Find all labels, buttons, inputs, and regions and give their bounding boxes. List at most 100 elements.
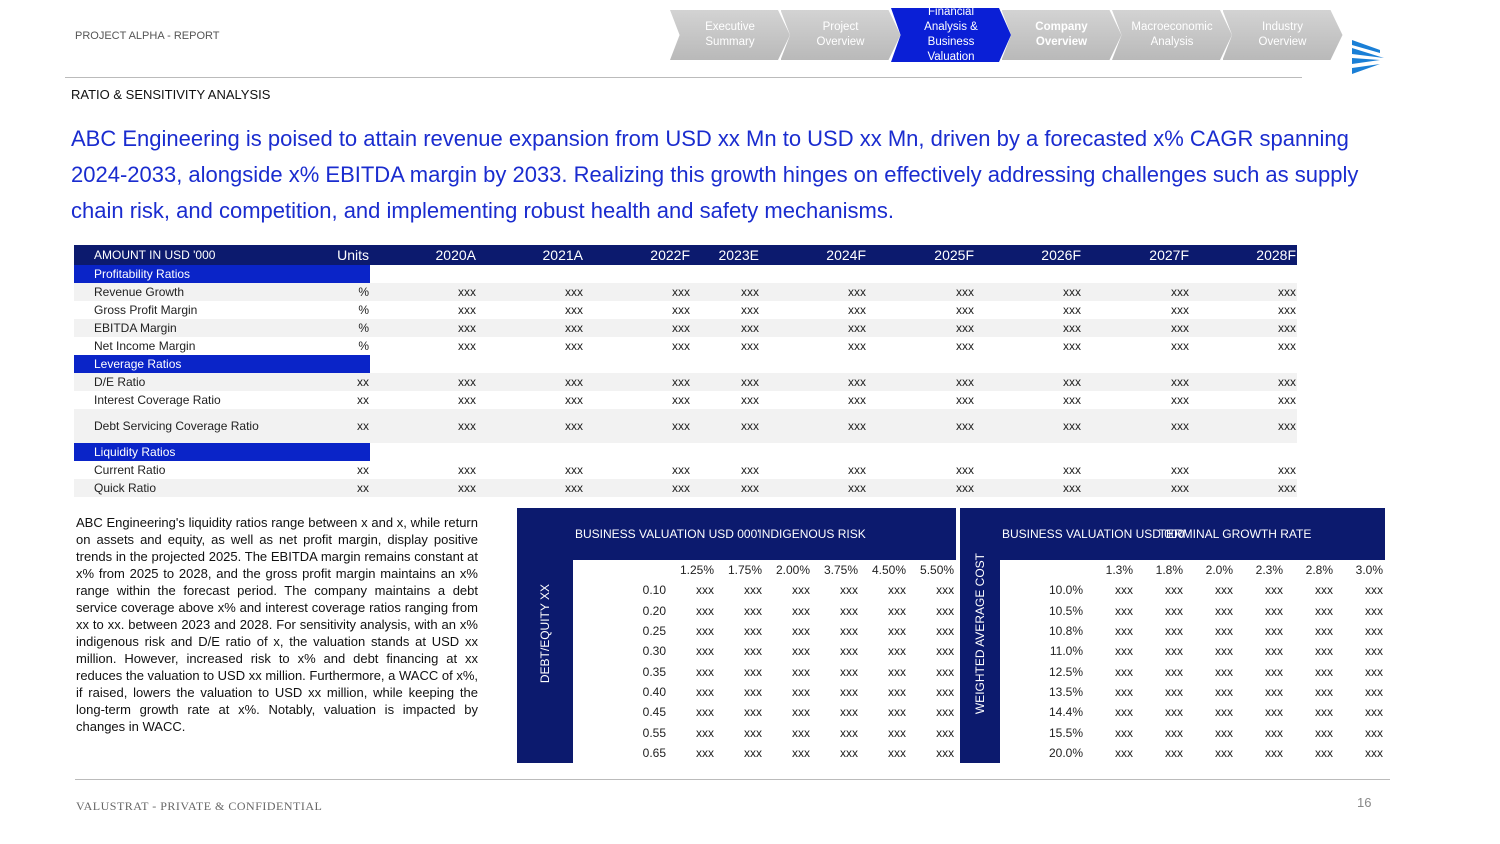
ratio-table: AMOUNT IN USD '000 Units 2020A 2021A 2022F 20… <box>74 245 1297 497</box>
value-cell: xxx <box>1215 725 1233 740</box>
blank-cell <box>760 265 867 283</box>
value-cell: xxx <box>1365 583 1384 598</box>
value-cell: xxx <box>1082 409 1190 443</box>
data-row: Net Income Margin% xxx xxx xxx xxx xxx xxx xxx x… <box>74 337 1297 355</box>
value-cell: xxx <box>672 339 690 353</box>
value-cell: xxx <box>1190 479 1297 497</box>
value-cell: xxx <box>1115 644 1133 659</box>
title-row: WEIGHTED AVERAGE COST BUSINESS VALUATION … <box>960 508 1386 763</box>
value-cell: xxx <box>696 624 714 639</box>
value-cell: xxx <box>370 319 477 337</box>
unit-cell: xx <box>357 393 369 407</box>
value-cell: xxx <box>477 409 584 443</box>
value-cell: xxx <box>760 283 867 301</box>
value-cell: xxx <box>840 603 858 618</box>
column-header: AMOUNT IN USD '000 <box>74 245 262 265</box>
value-cell: xxx <box>744 725 762 740</box>
row-label: 0.35 <box>642 664 666 679</box>
value-cell: xxx <box>744 745 762 760</box>
blank-cell <box>1082 265 1190 283</box>
row-label: 0.20 <box>642 603 666 618</box>
value-cell: xxx <box>956 339 974 353</box>
value-cell: xxx <box>691 283 760 301</box>
column-header: 2.8% <box>1305 563 1333 578</box>
value-cell: xxx <box>1082 319 1190 337</box>
report-label: PROJECT ALPHA - REPORT <box>75 30 220 42</box>
data-row: 14.4% xxx xxx xxx xxx xxx xxx <box>960 702 1385 722</box>
value-cell: xxx <box>1365 644 1384 659</box>
value-cell: xxx <box>744 705 762 720</box>
side-cell: DEBT/EQUITY XX <box>517 508 573 763</box>
value-cell: xxx <box>1165 684 1183 699</box>
page-number: 16 <box>1357 795 1372 810</box>
blank-cell <box>584 443 691 461</box>
row-label: 10.8% <box>1048 624 1083 639</box>
value-cell: xxx <box>1215 684 1233 699</box>
divider <box>75 779 1390 780</box>
value-cell: xxx <box>477 283 584 301</box>
value-cell: xxx <box>1171 463 1189 477</box>
value-cell: xxx <box>1365 603 1384 618</box>
row-label: 0.65 <box>642 745 666 760</box>
value-cell: xxx <box>840 664 858 679</box>
value-cell: xxx <box>1315 664 1333 679</box>
value-cell: xxx <box>888 725 906 740</box>
column-header-row: 1.25% 1.75% 2.00% 3.75% 4.50% 5.50% <box>517 560 956 580</box>
nav-tab: Executive Summary <box>670 10 790 60</box>
column-header: 2020A <box>370 245 477 265</box>
value-cell: xxx <box>936 624 955 639</box>
value-cell: xxx <box>1082 479 1190 497</box>
value-cell: xxx <box>1171 393 1189 407</box>
value-cell: xxx <box>370 373 477 391</box>
nav-bar: Executive Summary Project Overview Financi… <box>670 8 1350 62</box>
value-cell: xxx <box>741 463 759 477</box>
section-title: Liquidity Ratios <box>74 443 370 461</box>
value-cell: xxx <box>696 644 714 659</box>
blank-cell <box>975 265 1082 283</box>
blank-cell <box>370 355 477 373</box>
data-row: 0.30 xxx xxx xxx xxx xxx xxx <box>517 641 956 661</box>
value-cell: xxx <box>1278 393 1296 407</box>
value-cell: xxx <box>1115 603 1133 618</box>
value-cell: xxx <box>584 479 691 497</box>
row-label: Interest Coverage Ratio <box>94 393 221 407</box>
value-cell: xxx <box>1115 725 1133 740</box>
section-title: Leverage Ratios <box>74 355 370 373</box>
value-cell: xxx <box>691 373 760 391</box>
value-cell: xxx <box>848 463 866 477</box>
blank-cell <box>691 443 760 461</box>
nav-tab: Macroeconomic Analysis <box>1112 10 1232 60</box>
data-row: 0.35 xxx xxx xxx xxx xxx xxx <box>517 661 956 681</box>
value-cell: xxx <box>370 409 477 443</box>
data-row: 10.0% xxx xxx xxx xxx xxx xxx <box>960 580 1385 600</box>
value-cell: xxx <box>867 373 975 391</box>
sensitivity-table: DEBT/EQUITY XX BUSINESS VALUATION USD 000… <box>517 508 957 763</box>
column-header: Units <box>262 245 370 265</box>
divider <box>65 77 1302 78</box>
row-label: 14.4% <box>1048 705 1083 720</box>
value-cell: xxx <box>744 624 762 639</box>
value-cell: xxx <box>1315 725 1333 740</box>
value-cell: xxx <box>792 745 810 760</box>
row-label: Revenue Growth <box>74 283 262 301</box>
unit-cell: xx <box>262 409 370 443</box>
value-cell: xxx <box>1063 393 1081 407</box>
value-cell: xxx <box>672 303 690 317</box>
value-cell: xxx <box>1365 725 1384 740</box>
row-label: 20.0% <box>1048 745 1083 760</box>
value-cell: xxx <box>888 684 906 699</box>
value-cell: xxx <box>1190 373 1297 391</box>
data-row: EBITDA Margin% xxx xxx xxx xxx xxx xxx xxx xxx xx… <box>74 319 1297 337</box>
row-label: 10.0% <box>1048 583 1083 598</box>
section-row: Leverage Ratios <box>74 355 1297 373</box>
value-cell: xxx <box>1165 725 1183 740</box>
value-cell: xxx <box>867 409 975 443</box>
value-cell: xxx <box>1165 603 1183 618</box>
header-row: AMOUNT IN USD '000 Units 2020A 2021A 2022F 20… <box>74 245 1297 265</box>
column-header: 3.0% <box>1355 563 1384 578</box>
column-header: 1.3% <box>1105 563 1133 578</box>
value-cell: xxx <box>1365 705 1384 720</box>
row-label: Net Income Margin <box>94 339 196 353</box>
value-cell: xxx <box>792 684 810 699</box>
